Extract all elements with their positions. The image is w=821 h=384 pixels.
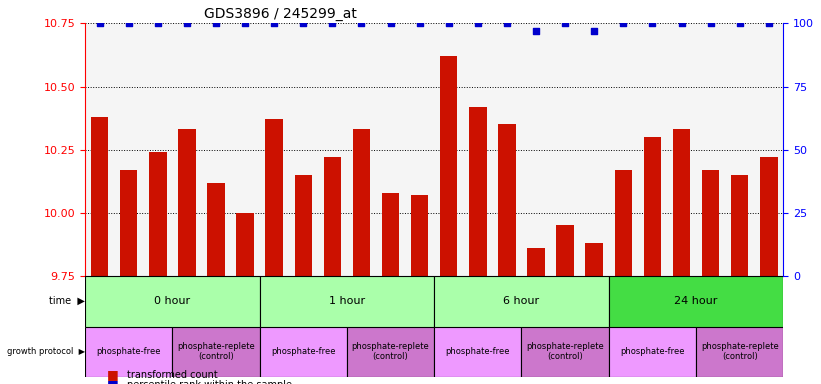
Point <box>122 20 135 26</box>
FancyBboxPatch shape <box>85 326 172 377</box>
Bar <box>265 119 283 276</box>
Bar <box>760 157 777 276</box>
Bar <box>672 129 690 276</box>
Bar <box>440 56 457 276</box>
Bar <box>236 213 254 276</box>
FancyBboxPatch shape <box>696 326 783 377</box>
Point <box>384 20 397 26</box>
Point <box>530 28 543 34</box>
Point <box>181 20 194 26</box>
Text: 6 hour: 6 hour <box>503 296 539 306</box>
Bar <box>702 170 719 276</box>
Point <box>733 20 746 26</box>
Text: phosphate-free: phosphate-free <box>96 347 161 356</box>
Bar <box>295 175 312 276</box>
Point <box>646 20 659 26</box>
Text: phosphate-replete
(control): phosphate-replete (control) <box>701 342 778 361</box>
FancyBboxPatch shape <box>521 326 608 377</box>
Text: 1 hour: 1 hour <box>329 296 365 306</box>
Text: percentile rank within the sample: percentile rank within the sample <box>127 380 292 384</box>
Point <box>326 20 339 26</box>
Point <box>413 20 426 26</box>
Text: phosphate-free: phosphate-free <box>620 347 685 356</box>
Point <box>558 20 571 26</box>
Text: phosphate-free: phosphate-free <box>271 347 336 356</box>
Point <box>704 20 718 26</box>
Bar <box>411 195 429 276</box>
Bar <box>527 248 545 276</box>
Bar <box>469 107 487 276</box>
Text: transformed count: transformed count <box>127 370 218 380</box>
FancyBboxPatch shape <box>172 326 259 377</box>
Point <box>239 20 252 26</box>
Bar <box>644 137 661 276</box>
Point <box>617 20 630 26</box>
Text: phosphate-replete
(control): phosphate-replete (control) <box>526 342 604 361</box>
Bar <box>382 193 399 276</box>
Text: phosphate-replete
(control): phosphate-replete (control) <box>351 342 429 361</box>
FancyBboxPatch shape <box>85 276 259 326</box>
Text: ■: ■ <box>107 368 118 381</box>
Bar <box>207 182 225 276</box>
Text: 24 hour: 24 hour <box>674 296 718 306</box>
FancyBboxPatch shape <box>259 276 434 326</box>
Point <box>471 20 484 26</box>
Point <box>588 28 601 34</box>
Text: ■: ■ <box>107 378 118 384</box>
Bar <box>353 129 370 276</box>
Text: 0 hour: 0 hour <box>154 296 190 306</box>
Text: phosphate-replete
(control): phosphate-replete (control) <box>177 342 255 361</box>
Bar <box>615 170 632 276</box>
Bar <box>498 124 516 276</box>
Text: growth protocol  ▶: growth protocol ▶ <box>7 347 85 356</box>
Text: time  ▶: time ▶ <box>49 296 85 306</box>
Point <box>93 20 106 26</box>
FancyBboxPatch shape <box>608 326 696 377</box>
Point <box>762 20 775 26</box>
FancyBboxPatch shape <box>259 326 347 377</box>
Text: GDS3896 / 245299_at: GDS3896 / 245299_at <box>204 7 356 21</box>
Text: phosphate-free: phosphate-free <box>446 347 510 356</box>
Point <box>355 20 368 26</box>
Bar <box>731 175 749 276</box>
Point <box>209 20 222 26</box>
FancyBboxPatch shape <box>434 326 521 377</box>
FancyBboxPatch shape <box>347 326 434 377</box>
FancyBboxPatch shape <box>608 276 783 326</box>
Point <box>296 20 310 26</box>
Bar <box>585 243 603 276</box>
Bar <box>557 225 574 276</box>
FancyBboxPatch shape <box>434 276 608 326</box>
Bar <box>178 129 195 276</box>
Point <box>500 20 513 26</box>
Point <box>268 20 281 26</box>
Bar <box>120 170 137 276</box>
Bar <box>149 152 167 276</box>
Bar <box>323 157 341 276</box>
Bar <box>91 117 108 276</box>
Point <box>675 20 688 26</box>
Point <box>151 20 164 26</box>
Point <box>443 20 456 26</box>
